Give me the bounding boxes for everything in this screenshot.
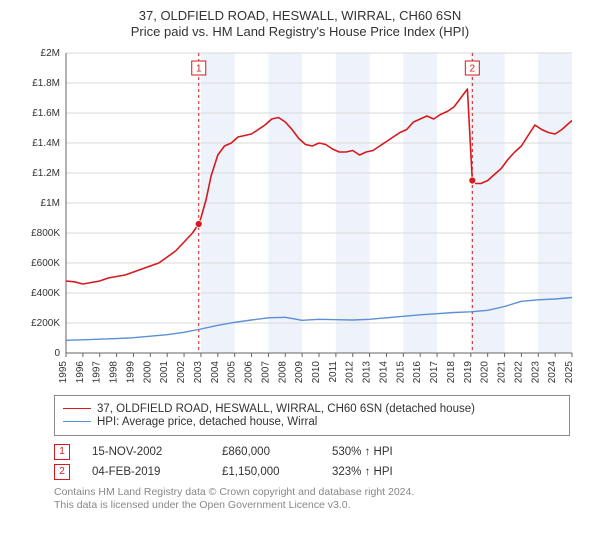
svg-text:2000: 2000 [142, 360, 153, 383]
svg-text:2024: 2024 [547, 360, 558, 383]
legend-label: HPI: Average price, detached house, Wirr… [97, 416, 317, 428]
svg-text:2018: 2018 [446, 360, 457, 383]
transaction-index-badge: 1 [54, 444, 70, 460]
svg-text:£1.4M: £1.4M [32, 138, 60, 149]
plot-area: 0 £200K £400K £600K £800K £1M £1.2M £1.4M £1.6M £… [20, 47, 580, 387]
svg-text:£600K: £600K [31, 258, 60, 269]
legend-row: HPI: Average price, detached house, Wirr… [63, 416, 561, 428]
svg-text:2012: 2012 [345, 360, 356, 383]
svg-text:2002: 2002 [176, 360, 187, 383]
transactions-table: 1 15-NOV-2002£860,000530% ↑ HPI 2 04-FEB-20… [54, 444, 590, 480]
svg-text:2006: 2006 [244, 360, 255, 383]
transaction-row: 1 15-NOV-2002£860,000530% ↑ HPI [54, 444, 590, 460]
svg-text:2023: 2023 [530, 360, 541, 383]
legend-swatch [63, 408, 91, 409]
svg-text:2005: 2005 [227, 360, 238, 383]
transaction-price: £860,000 [222, 446, 332, 458]
title-line-2: Price paid vs. HM Land Registry's House … [10, 24, 590, 40]
footnote-line-2: This data is licensed under the Open Gov… [54, 499, 590, 513]
svg-text:2: 2 [470, 63, 476, 74]
transaction-date: 15-NOV-2002 [92, 446, 222, 458]
svg-text:1996: 1996 [75, 360, 86, 383]
transaction-index-badge: 2 [54, 464, 70, 480]
title-line-1: 37, OLDFIELD ROAD, HESWALL, WIRRAL, CH60… [10, 8, 590, 24]
svg-text:2004: 2004 [210, 360, 221, 383]
svg-text:£1M: £1M [41, 198, 60, 209]
footnote: Contains HM Land Registry data © Crown c… [54, 486, 590, 513]
svg-text:£800K: £800K [31, 228, 60, 239]
svg-text:2010: 2010 [311, 360, 322, 383]
chart-card: 37, OLDFIELD ROAD, HESWALL, WIRRAL, CH60… [0, 0, 600, 560]
svg-text:1995: 1995 [58, 360, 69, 383]
svg-text:£1.6M: £1.6M [32, 108, 60, 119]
legend-label: 37, OLDFIELD ROAD, HESWALL, WIRRAL, CH60… [97, 403, 475, 415]
svg-text:2016: 2016 [412, 360, 423, 383]
transaction-row: 2 04-FEB-2019£1,150,000323% ↑ HPI [54, 464, 590, 480]
svg-text:£200K: £200K [31, 318, 60, 329]
transaction-delta: 530% ↑ HPI [332, 446, 482, 458]
svg-text:£1.2M: £1.2M [32, 168, 60, 179]
svg-text:2019: 2019 [463, 360, 474, 383]
svg-text:2007: 2007 [260, 360, 271, 383]
svg-text:£2M: £2M [41, 48, 60, 59]
svg-text:1: 1 [196, 63, 202, 74]
svg-text:2003: 2003 [193, 360, 204, 383]
transaction-delta: 323% ↑ HPI [332, 466, 482, 478]
svg-text:2001: 2001 [159, 360, 170, 383]
svg-text:2020: 2020 [480, 360, 491, 383]
svg-text:2011: 2011 [328, 360, 339, 382]
svg-text:2014: 2014 [378, 360, 389, 383]
svg-text:2025: 2025 [564, 360, 575, 383]
legend-row: 37, OLDFIELD ROAD, HESWALL, WIRRAL, CH60… [63, 403, 561, 415]
svg-text:1999: 1999 [125, 360, 136, 383]
footnote-line-1: Contains HM Land Registry data © Crown c… [54, 486, 590, 500]
svg-text:2009: 2009 [294, 360, 305, 383]
svg-text:1998: 1998 [109, 360, 120, 383]
svg-text:0: 0 [54, 348, 60, 359]
svg-text:2021: 2021 [497, 360, 508, 383]
chart-svg: 0 £200K £400K £600K £800K £1M £1.2M £1.4M £1.6M £… [20, 47, 580, 387]
transaction-price: £1,150,000 [222, 466, 332, 478]
svg-text:2013: 2013 [362, 360, 373, 383]
svg-text:£400K: £400K [31, 288, 60, 299]
svg-text:£1.8M: £1.8M [32, 78, 60, 89]
legend: 37, OLDFIELD ROAD, HESWALL, WIRRAL, CH60… [54, 395, 570, 436]
svg-text:1997: 1997 [92, 360, 103, 383]
svg-text:2015: 2015 [395, 360, 406, 383]
legend-swatch [63, 421, 91, 422]
transaction-date: 04-FEB-2019 [92, 466, 222, 478]
svg-text:2022: 2022 [513, 360, 524, 383]
svg-text:2017: 2017 [429, 360, 440, 383]
svg-text:2008: 2008 [277, 360, 288, 383]
